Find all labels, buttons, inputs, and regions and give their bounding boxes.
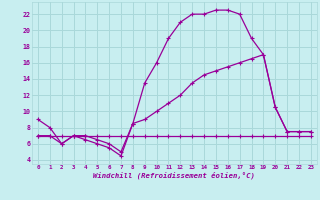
X-axis label: Windchill (Refroidissement éolien,°C): Windchill (Refroidissement éolien,°C): [93, 172, 255, 179]
